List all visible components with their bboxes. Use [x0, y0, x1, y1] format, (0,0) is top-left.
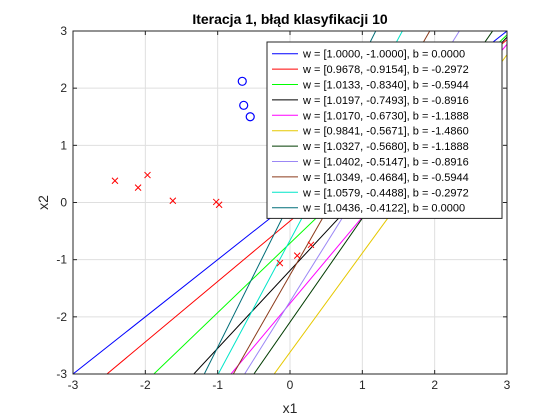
y-tick-label: -2 [56, 310, 67, 324]
legend-entry-label: w = [1.0436, -0.4122], b = 0.0000 [302, 203, 465, 215]
y-tick-label: -1 [56, 253, 67, 267]
y-tick-label: -3 [56, 367, 67, 381]
y-tick-label: 3 [60, 24, 67, 38]
class-positive-point [237, 76, 247, 86]
legend-entry-label: w = [1.0133, -0.8340], b = -0.5944 [302, 80, 469, 92]
legend-entry-label: w = [1.0349, -0.4684], b = -0.5944 [302, 172, 469, 184]
axis-ticks: -3 -2 -1 0 1 2 3 -3 -2 -1 0 1 2 3 [56, 24, 510, 392]
legend-entry-label: w = [1.0579, -0.4488], b = -0.2972 [302, 187, 469, 199]
y-tick-label: 1 [60, 138, 67, 152]
data-points [111, 76, 315, 267]
legend-entry-label: w = [1.0402, -0.5147], b = -0.8916 [302, 157, 469, 169]
legend-entry-label: w = [0.9841, -0.5671], b = -1.4860 [302, 126, 469, 138]
legend-box [266, 41, 503, 219]
x-axis-label: x1 [283, 400, 298, 416]
chart-title: Iteracja 1, błąd klasyfikacji 10 [192, 11, 388, 27]
y-tick-label: 0 [60, 196, 67, 210]
class-negative-point [111, 177, 119, 185]
legend-entry-label: w = [1.0327, -0.5680], b = -1.1888 [302, 141, 469, 153]
x-tick-label: -2 [140, 378, 151, 392]
class-positive-point [245, 112, 255, 122]
x-tick-label: -1 [212, 378, 223, 392]
class-negative-point [276, 259, 284, 267]
y-axis-label: x2 [35, 195, 51, 210]
legend-entry-label: w = [1.0000, -1.0000], b = 0.0000 [302, 49, 465, 61]
class-negative-point [169, 197, 177, 205]
legend-entry-label: w = [1.0197, -0.7493], b = -0.8916 [302, 95, 469, 107]
class-negative-point [144, 171, 151, 179]
legend-entry-label: w = [0.9678, -0.9154], b = -0.2972 [302, 64, 469, 76]
x-tick-label: -3 [68, 378, 79, 392]
x-tick-label: 0 [287, 378, 294, 392]
class-negative-point [215, 201, 223, 209]
y-tick-label: 2 [60, 81, 67, 95]
x-tick-label: 1 [359, 378, 366, 392]
legend-entry-label: w = [1.0170, -0.6730], b = -1.1888 [302, 110, 469, 122]
x-tick-label: 3 [504, 378, 511, 392]
class-positive-point [239, 100, 249, 110]
legend: w = [1.0000, -1.0000], b = 0.0000 w = [0.… [266, 41, 503, 219]
class-negative-point [134, 184, 142, 191]
x-tick-label: 2 [431, 378, 438, 392]
class-negative-point [307, 241, 315, 249]
class-negative-point [293, 252, 301, 260]
